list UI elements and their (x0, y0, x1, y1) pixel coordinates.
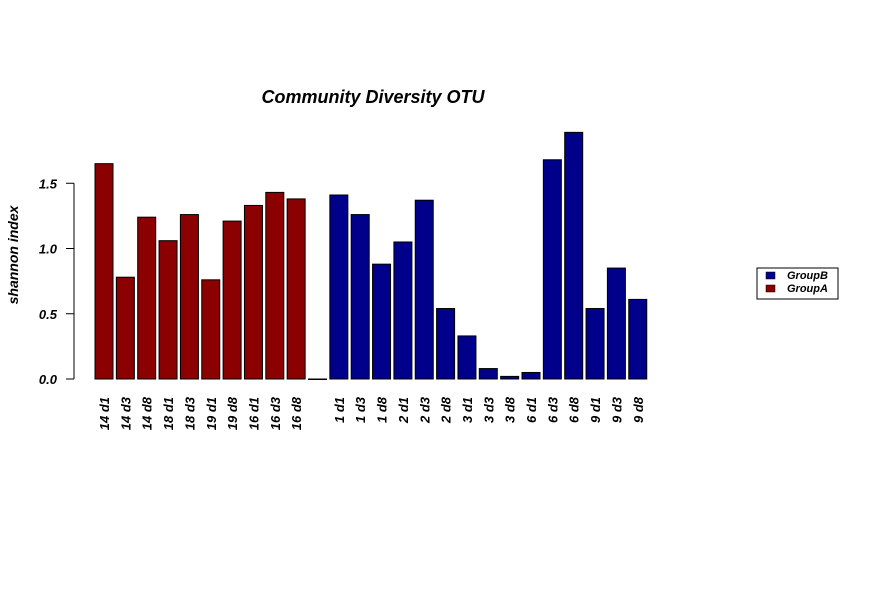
bar (137, 216, 157, 380)
category-label: 1 d3 (353, 396, 368, 423)
category-label: 14 d8 (140, 396, 155, 430)
bar (436, 308, 456, 380)
bar (585, 308, 605, 380)
bar (179, 214, 199, 380)
category-label: 3 d3 (481, 396, 496, 423)
chart-title: Community Diversity OTU (261, 87, 485, 107)
category-label: 1 d8 (375, 396, 390, 423)
category-label: 19 d8 (225, 396, 240, 430)
category-label: 3 d1 (460, 397, 475, 423)
bar (329, 194, 349, 380)
y-tick-label: 0.5 (39, 307, 58, 322)
category-label: 2 d8 (439, 396, 454, 424)
bar (372, 263, 392, 380)
category-label: 14 d3 (118, 396, 133, 430)
bar (222, 220, 242, 380)
legend-label: GroupA (787, 283, 828, 295)
category-label: 6 d8 (567, 396, 582, 423)
category-label: 6 d1 (524, 397, 539, 423)
category-label: 16 d3 (268, 396, 283, 430)
bar (628, 298, 648, 380)
legend-swatch (765, 271, 776, 280)
category-label: 6 d3 (545, 396, 560, 423)
category-label: 2 d1 (396, 397, 411, 424)
y-axis-label: shannon index (5, 204, 21, 304)
bar (606, 267, 626, 380)
category-label: 16 d8 (289, 396, 304, 430)
bar (308, 378, 327, 380)
bar (542, 159, 562, 380)
bar (521, 371, 541, 380)
bar (265, 191, 285, 380)
category-label: 19 d1 (204, 397, 219, 430)
y-axis: 0.0 0.5 1.0 1.5 (39, 176, 75, 387)
category-labels: 14 d1 14 d3 14 d8 18 d1 18 d3 19 d1 19 d8 16 d1… (97, 396, 646, 430)
category-label: 2 d3 (417, 396, 432, 424)
legend-swatch (765, 284, 776, 293)
category-label: 18 d3 (182, 396, 197, 430)
bar (457, 335, 477, 380)
bars (94, 131, 648, 380)
bar (500, 375, 520, 380)
y-tick-label: 1.5 (39, 176, 58, 191)
category-label: 9 d1 (588, 397, 603, 423)
bar (350, 214, 370, 380)
bar (286, 198, 306, 380)
bar (201, 279, 221, 380)
category-label: 18 d1 (161, 397, 176, 430)
bar (393, 241, 413, 380)
bar (564, 131, 584, 380)
bar (115, 276, 135, 380)
bar (94, 163, 114, 380)
bar (478, 368, 498, 380)
category-label: 1 d1 (332, 397, 347, 423)
legend-label: GroupB (787, 270, 828, 282)
y-tick-label: 0.0 (39, 372, 58, 387)
category-label: 14 d1 (97, 397, 112, 430)
category-label: 3 d8 (503, 396, 518, 423)
bar (158, 240, 178, 380)
category-label: 9 d8 (631, 396, 646, 423)
bar (414, 199, 434, 380)
category-label: 16 d1 (246, 397, 261, 430)
category-label: 9 d3 (609, 396, 624, 423)
y-tick-label: 1.0 (39, 242, 58, 257)
bar (243, 204, 263, 380)
